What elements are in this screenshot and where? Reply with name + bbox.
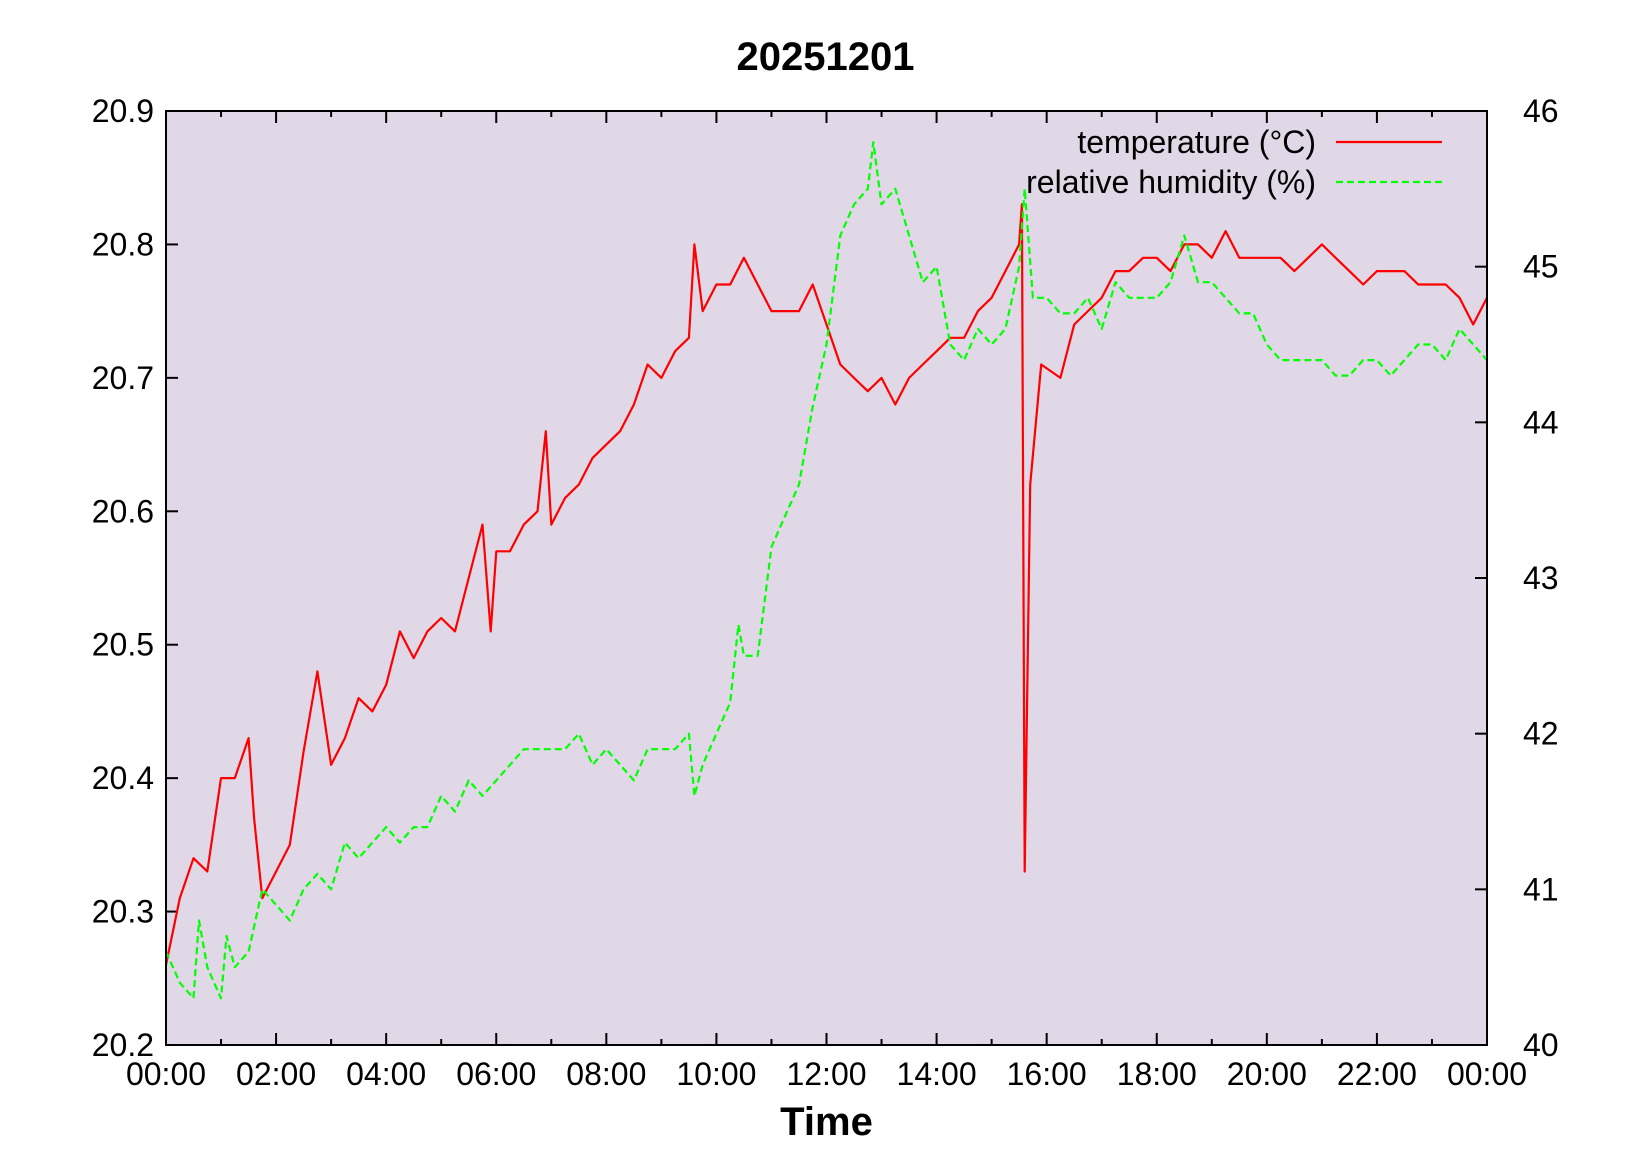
series-line-temperature	[164, 203, 1488, 966]
y2-tick-label: 43	[1523, 560, 1559, 596]
y2-tick-label: 44	[1523, 404, 1559, 440]
x-tick-label: 18:00	[1117, 1056, 1197, 1092]
x-tick-label: 00:00	[1447, 1056, 1527, 1092]
y2-tick-label: 46	[1523, 93, 1559, 129]
plot-frame	[165, 110, 1488, 1046]
x-tick-label: 16:00	[1007, 1056, 1087, 1092]
legend-label: temperature (°C)	[1077, 124, 1316, 160]
legend-label: relative humidity (%)	[1026, 164, 1316, 200]
y2-tick-label: 40	[1523, 1027, 1559, 1063]
series-layer	[164, 141, 1488, 1000]
x-tick-label: 02:00	[236, 1056, 316, 1092]
x-tick-label: 08:00	[566, 1056, 646, 1092]
y-tick-label: 20.7	[92, 360, 154, 396]
series-line-humidity	[164, 141, 1488, 1000]
x-tick-label: 04:00	[346, 1056, 426, 1092]
x-tick-label: 10:00	[676, 1056, 756, 1092]
y-tick-label: 20.3	[92, 894, 154, 930]
y-tick-label: 20.9	[92, 93, 154, 129]
y-tick-label: 20.5	[92, 627, 154, 663]
x-tick-label: 20:00	[1227, 1056, 1307, 1092]
x-tick-label: 06:00	[456, 1056, 536, 1092]
y2-tick-label: 45	[1523, 249, 1559, 285]
y-tick-label: 20.2	[92, 1027, 154, 1063]
legend: temperature (°C) relative humidity (%)	[1026, 124, 1442, 200]
y2-tick-label: 42	[1523, 716, 1559, 752]
y-tick-label: 20.6	[92, 493, 154, 529]
y2-tick-label: 41	[1523, 871, 1559, 907]
plot-area	[166, 111, 1487, 1045]
chart-title: 20251201	[737, 35, 915, 79]
x-tick-label: 14:00	[897, 1056, 977, 1092]
x-tick-label: 22:00	[1337, 1056, 1417, 1092]
x-tick-label: 00:00	[126, 1056, 206, 1092]
y-tick-label: 20.8	[92, 226, 154, 262]
axis-ticks: 00:00 02:00 04:00 06:00 08:00 10:00 12:00 14:00…	[92, 93, 1559, 1092]
x-tick-label: 12:00	[786, 1056, 866, 1092]
x-axis-label: Time	[780, 1100, 873, 1144]
y-tick-label: 20.4	[92, 760, 154, 796]
